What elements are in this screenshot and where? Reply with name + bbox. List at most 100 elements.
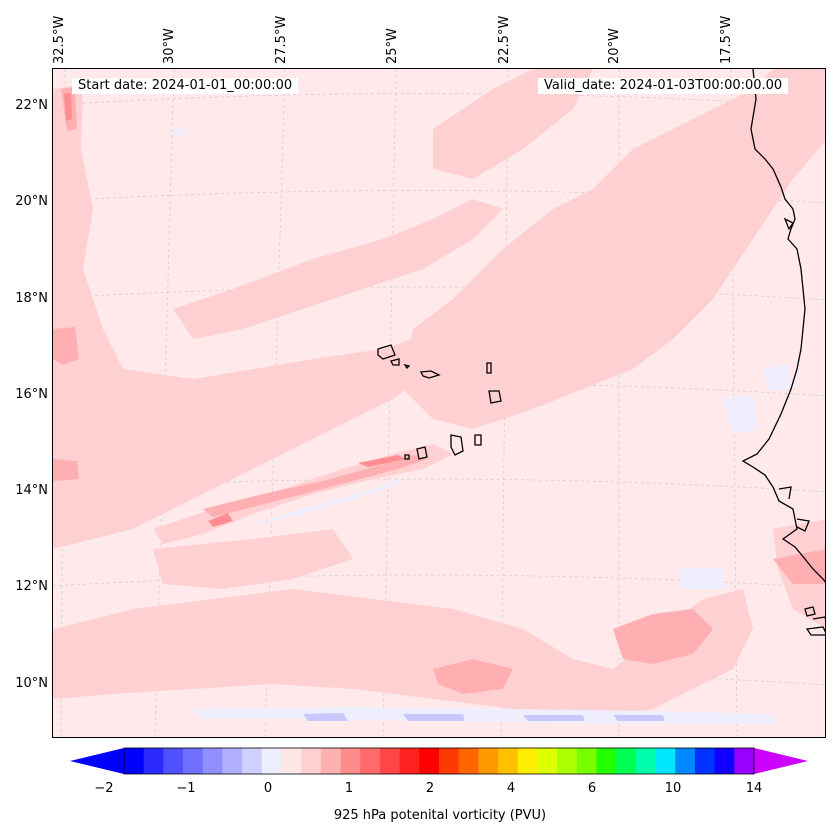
- pv-band-southwest: [153, 529, 353, 589]
- colorbar-cell: [557, 748, 578, 774]
- parallel-22n: [53, 93, 825, 108]
- colorbar-cell: [124, 748, 145, 774]
- island-maio: [474, 434, 482, 446]
- lat-label-14n: 14°N: [15, 483, 48, 498]
- lat-label-16n: 16°N: [15, 387, 48, 402]
- colorbar-cell: [439, 748, 460, 774]
- pv-core-se-coast: [773, 549, 825, 584]
- island-santiago: [450, 434, 464, 456]
- colorbar-tick-label: 6: [587, 781, 597, 796]
- colorbar-cell: [714, 748, 735, 774]
- colorbar-cell: [694, 748, 716, 774]
- colorbar-cell: [183, 748, 204, 774]
- colorbar-cell: [261, 748, 282, 774]
- africa-coast: [741, 69, 825, 583]
- coast-south-1: [812, 616, 825, 620]
- colorbar-cell: [242, 748, 263, 774]
- island-boa-vista: [488, 390, 502, 404]
- coastline: [741, 69, 825, 636]
- pv-contour-level-1: [53, 69, 825, 719]
- pv-peak-diagonal-1: [208, 513, 233, 527]
- pv-band-mid-north: [173, 199, 503, 339]
- lat-label-12n: 12°N: [15, 579, 48, 594]
- colorbar-cell: [675, 748, 696, 774]
- colorbar-tick-label: 10: [664, 781, 682, 796]
- island-sao-vicente: [390, 358, 400, 366]
- lon-label-30w: 30°W: [162, 28, 177, 64]
- colorbar-cell: [163, 748, 184, 774]
- pv-neg-bottom-core-2: [403, 714, 465, 721]
- pv-neg-top-spot: [173, 127, 185, 135]
- pv-core-west-2: [53, 459, 79, 481]
- pv-neg-right-2: [763, 364, 791, 391]
- lat-label-10n: 10°N: [15, 676, 48, 691]
- lon-label-22-5w: 22.5°W: [497, 15, 512, 64]
- colorbar-tick-label: −1: [176, 781, 196, 796]
- pv-contour-negative-2: [303, 713, 665, 721]
- colorbar-extend-high: [754, 748, 808, 774]
- colorbar-cell: [458, 748, 479, 774]
- colorbar-cell: [635, 748, 657, 774]
- cape-verde-islands: [377, 344, 502, 460]
- lat-label-22n: 22°N: [15, 98, 48, 113]
- pv-core-west-1: [53, 327, 79, 365]
- island-sao-nicolau: [419, 370, 441, 379]
- pv-core-diagonal: [203, 455, 428, 517]
- colorbar-cells: [124, 748, 755, 774]
- colorbar-cell: [419, 748, 440, 774]
- pv-band-north-plume: [403, 69, 825, 429]
- colorbar-cell: [616, 748, 637, 774]
- pv-band-south: [53, 589, 753, 719]
- colorbar-cell: [576, 748, 597, 774]
- colorbar-tick-label: 0: [263, 781, 273, 796]
- colorbar-cell: [360, 748, 381, 774]
- coast-bissagos: [804, 606, 816, 617]
- coast-canaries: [783, 217, 794, 231]
- parallel-20n: [53, 190, 825, 204]
- pv-neg-right-1: [723, 394, 758, 434]
- colorbar-cell: [143, 748, 164, 774]
- coast-inlet-1: [778, 486, 792, 500]
- pv-peak-nw: [64, 93, 72, 121]
- pv-neg-bottom-core-4: [613, 715, 665, 721]
- island-santo-antao: [377, 344, 396, 360]
- colorbar-cell: [734, 748, 755, 774]
- colorbar-cell: [379, 748, 401, 774]
- lon-label-25w: 25°W: [385, 28, 400, 64]
- colorbar-cell: [498, 748, 519, 774]
- colorbar-cell: [340, 748, 361, 774]
- pv-core-south-2: [433, 659, 513, 694]
- colorbar-outline: [123, 747, 755, 775]
- pv-neg-bottom-core-1: [303, 713, 348, 721]
- colorbar: [70, 747, 808, 775]
- pv-neg-bottom-band: [193, 707, 773, 724]
- parallel-18n: [53, 286, 825, 301]
- colorbar-cell: [478, 748, 499, 774]
- colorbar-tick-label: 4: [506, 781, 516, 796]
- pv-neg-right-3: [678, 567, 725, 589]
- colorbar-extend-low: [70, 748, 124, 774]
- colorbar-cell: [537, 748, 558, 774]
- pv-contour-level-3: [64, 93, 405, 527]
- colorbar-tick-label: −2: [94, 781, 114, 796]
- colorbar-cell: [222, 748, 243, 774]
- lat-label-18n: 18°N: [15, 291, 48, 306]
- colorbar-cell: [320, 748, 342, 774]
- island-sal: [486, 362, 492, 374]
- colorbar-cell: [399, 748, 420, 774]
- lat-label-20n: 20°N: [15, 194, 48, 209]
- colorbar-cell: [281, 748, 302, 774]
- colorbar-tick-label: 2: [425, 781, 435, 796]
- pv-peak-diagonal-2: [358, 455, 405, 467]
- map-plot-area: [52, 68, 826, 738]
- lon-label-27-5w: 27.5°W: [274, 15, 289, 64]
- coast-inlet-2: [796, 518, 810, 532]
- colorbar-tick-label: 14: [745, 781, 763, 796]
- island-fogo: [416, 446, 428, 460]
- pv-core-south: [613, 609, 713, 664]
- pv-band-nw-strip: [433, 69, 593, 179]
- coast-south-2: [805, 626, 825, 636]
- colorbar-title: 925 hPa potenital vorticity (PVU): [333, 808, 547, 823]
- colorbar-cell: [517, 748, 538, 774]
- colorbar-cell: [301, 748, 322, 774]
